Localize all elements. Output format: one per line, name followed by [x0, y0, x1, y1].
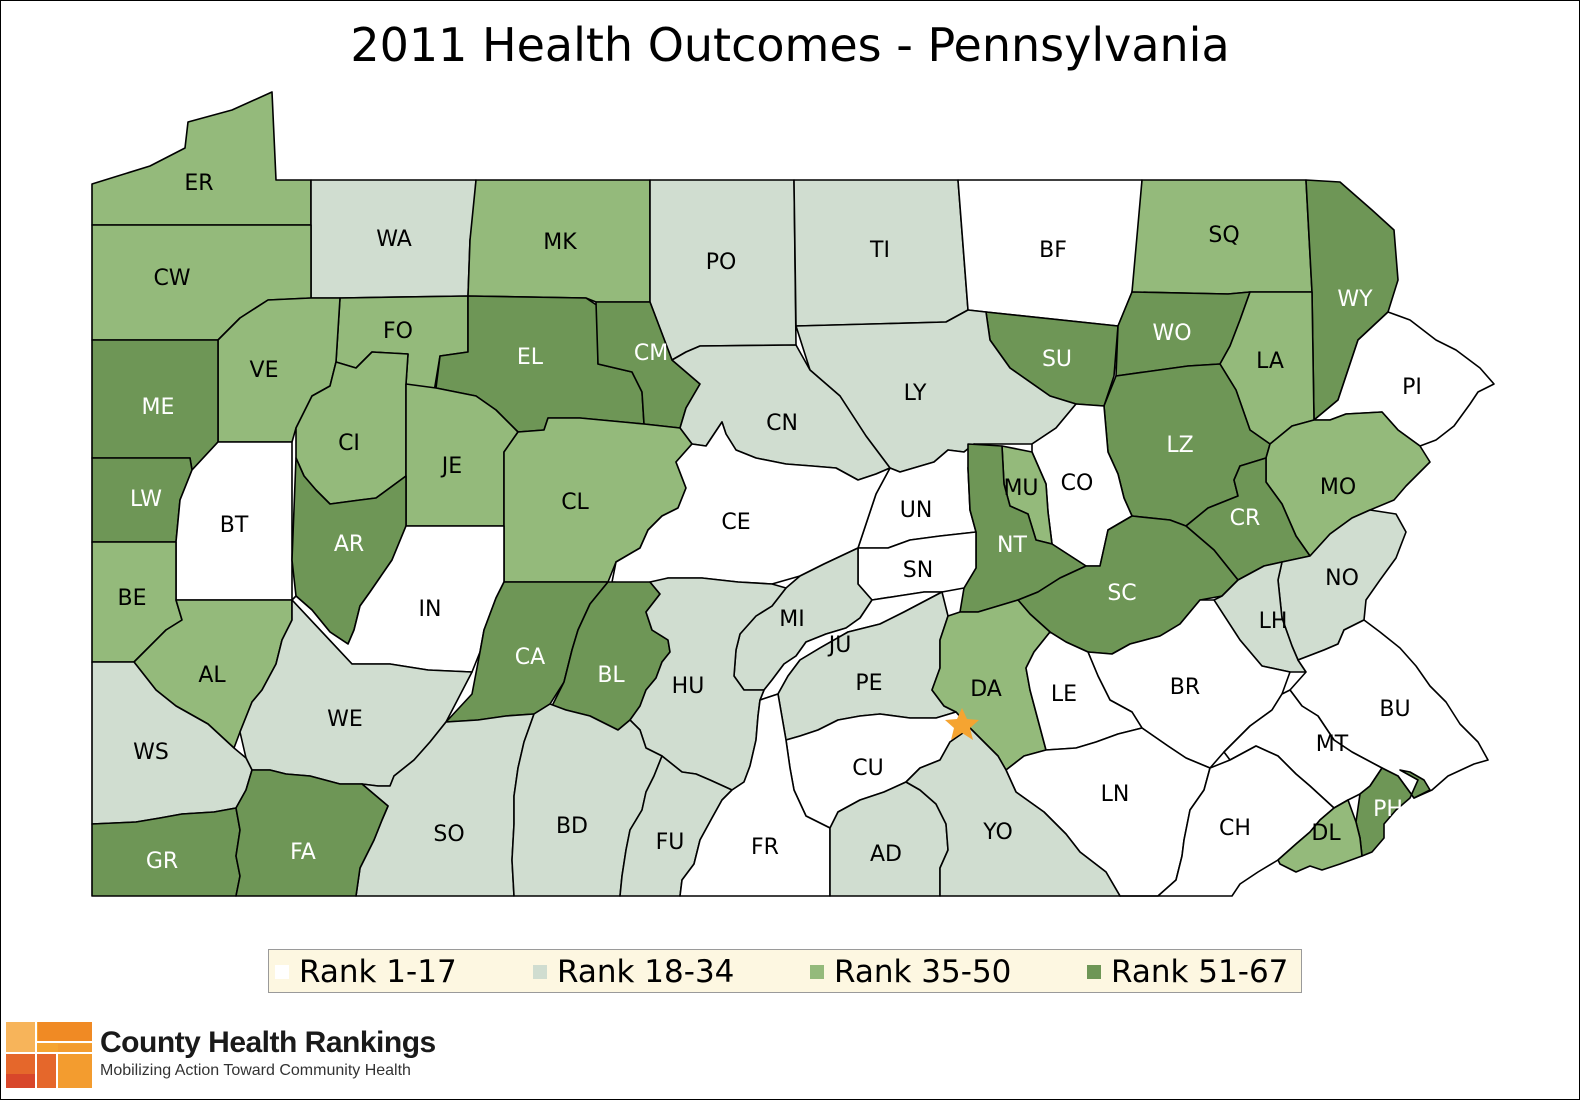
county-label-lh: LH [1259, 609, 1288, 634]
county-label-co: CO [1061, 471, 1094, 496]
county-health-rankings-logo [6, 1022, 92, 1088]
county-label-su: SU [1042, 347, 1072, 372]
legend-swatch [533, 965, 547, 979]
legend-item-rank-18-34: Rank 18-34 [533, 954, 734, 990]
legend-item-rank-35-50: Rank 35-50 [810, 954, 1011, 990]
legend-swatch [275, 965, 289, 979]
county-label-mu: MU [1003, 476, 1038, 501]
county-label-br: BR [1170, 675, 1200, 700]
county-label-ce: CE [721, 510, 750, 535]
county-label-ad: AD [870, 842, 902, 867]
county-label-er: ER [184, 171, 213, 196]
county-label-gr: GR [146, 849, 178, 874]
county-label-fu: FU [656, 830, 685, 855]
county-label-bu: BU [1379, 697, 1410, 722]
county-label-mo: MO [1320, 475, 1356, 500]
county-label-el: EL [517, 345, 544, 370]
legend: Rank 1-17 Rank 18-34 Rank 35-50 Rank 51-… [268, 949, 1302, 993]
county-label-dl: DL [1311, 821, 1341, 846]
county-label-ch: CH [1219, 816, 1251, 841]
county-label-wa: WA [376, 227, 412, 252]
county-ch[interactable] [1119, 745, 1335, 897]
county-label-ly: LY [904, 381, 927, 406]
county-label-fa: FA [290, 840, 316, 865]
map-title: 2011 Health Outcomes - Pennsylvania [350, 18, 1230, 72]
legend-label: Rank 18-34 [557, 954, 735, 990]
county-label-bl: BL [597, 663, 625, 688]
county-label-le: LE [1051, 682, 1077, 707]
county-label-fr: FR [751, 835, 779, 860]
county-label-fo: FO [383, 319, 413, 344]
county-label-yo: YO [982, 820, 1013, 845]
county-label-we: WE [327, 707, 363, 732]
county-label-po: PO [706, 250, 737, 275]
county-label-bt: BT [220, 513, 249, 538]
county-label-pi: PI [1402, 375, 1422, 400]
county-label-wy: WY [1337, 287, 1373, 312]
county-label-ph: PH [1373, 797, 1403, 822]
county-er[interactable] [91, 91, 312, 226]
county-label-mk: MK [543, 230, 577, 255]
county-label-un: UN [900, 498, 933, 523]
brand: County Health Rankings Mobilizing Action… [100, 1026, 436, 1080]
county-label-mi: MI [779, 607, 804, 632]
county-label-lw: LW [130, 487, 162, 512]
county-label-ti: TI [869, 238, 890, 263]
county-label-ws: WS [133, 740, 169, 765]
county-label-cl: CL [561, 490, 589, 515]
county-label-in: IN [419, 597, 442, 622]
county-label-ve: VE [250, 358, 279, 383]
county-label-so: SO [433, 822, 464, 847]
county-label-me: ME [142, 395, 175, 420]
legend-label: Rank 51-67 [1111, 954, 1289, 990]
county-label-cr: CR [1230, 506, 1261, 531]
brand-name: County Health Rankings [100, 1026, 436, 1059]
county-label-sc: SC [1107, 581, 1136, 606]
county-label-sq: SQ [1208, 223, 1239, 248]
county-label-da: DA [970, 677, 1002, 702]
county-label-je: JE [440, 454, 462, 479]
county-yo[interactable] [905, 727, 1121, 897]
county-label-be: BE [118, 586, 147, 611]
brand-tagline: Mobilizing Action Toward Community Healt… [100, 1062, 411, 1079]
county-label-la: LA [1256, 349, 1284, 374]
county-label-mt: MT [1316, 732, 1349, 757]
star-icon [945, 708, 979, 740]
county-label-no: NO [1325, 566, 1359, 591]
legend-swatch [810, 965, 824, 979]
county-label-cm: CM [634, 341, 668, 366]
county-label-cw: CW [153, 266, 190, 291]
legend-label: Rank 1-17 [299, 954, 457, 990]
legend-item-rank-1-17: Rank 1-17 [275, 954, 457, 990]
county-label-nt: NT [997, 533, 1027, 558]
county-label-hu: HU [672, 674, 705, 699]
county-fa[interactable] [235, 769, 389, 897]
county-label-ln: LN [1101, 782, 1130, 807]
county-label-ci: CI [338, 431, 360, 456]
county-label-cu: CU [852, 756, 883, 781]
county-label-cn: CN [766, 411, 798, 436]
county-label-pe: PE [855, 671, 882, 696]
county-label-lz: LZ [1166, 433, 1193, 458]
county-label-ar: AR [334, 532, 364, 557]
legend-item-rank-51-67: Rank 51-67 [1087, 954, 1288, 990]
county-fr[interactable] [679, 693, 831, 897]
county-dl[interactable] [1277, 799, 1363, 873]
legend-swatch [1087, 965, 1101, 979]
county-label-sn: SN [903, 558, 933, 583]
county-label-ca: CA [515, 645, 545, 670]
county-label-bf: BF [1039, 238, 1067, 263]
legend-label: Rank 35-50 [834, 954, 1012, 990]
county-label-al: AL [198, 663, 226, 688]
county-label-wo: WO [1152, 321, 1191, 346]
county-label-ju: JU [827, 633, 852, 658]
county-label-bd: BD [556, 814, 588, 839]
